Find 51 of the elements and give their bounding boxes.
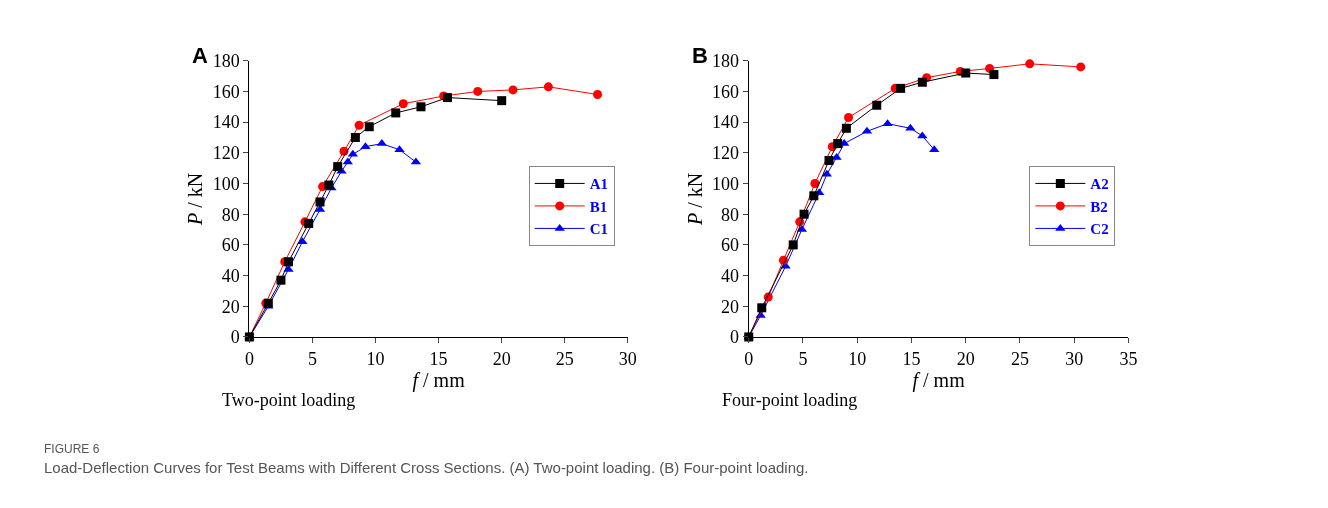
- x-tick-label: 0: [244, 348, 254, 369]
- y-tick-label: 160: [212, 81, 240, 102]
- x-tick-label: 10: [366, 348, 385, 369]
- y-tick-label: 40: [221, 265, 240, 286]
- x-tick-label: 20: [956, 348, 975, 369]
- caption: FIGURE 6: [44, 442, 100, 456]
- x-axis-title: f / mm: [912, 368, 966, 392]
- y-tick-label: 120: [212, 143, 240, 164]
- y-axis-title: P / kN: [184, 172, 207, 226]
- y-tick-label: 140: [712, 112, 740, 133]
- legend-label: C1: [589, 221, 609, 238]
- y-tick-label: 100: [712, 173, 740, 194]
- y-tick-label: 20: [221, 296, 240, 317]
- x-tick-label: 0: [744, 348, 754, 369]
- x-tick-label: 30: [1065, 348, 1084, 369]
- y-tick-label: 180: [212, 51, 240, 72]
- x-tick-label: 35: [1119, 348, 1138, 369]
- legend-label: A2: [1090, 176, 1109, 193]
- x-tick-label: 25: [555, 348, 574, 369]
- text: Two-point loading: [222, 390, 356, 410]
- y-tick-label: 40: [721, 265, 740, 286]
- x-tick-label: 15: [429, 348, 448, 369]
- text: Four-point loading: [722, 390, 858, 410]
- x-tick-label: 30: [618, 348, 637, 369]
- chart-title: B: [692, 43, 708, 68]
- x-tick-label: 25: [1010, 348, 1029, 369]
- y-tick-label: 20: [721, 296, 740, 317]
- legend-label: A1: [589, 176, 609, 193]
- y-tick-label: 100: [212, 173, 240, 194]
- text: Load-Deflection Curves for Test Beams with Different Cross Sections. (A) Two-point loading. (B) Four-point loading.: [44, 459, 809, 476]
- y-tick-label: 180: [712, 51, 740, 72]
- y-tick-label: 80: [221, 204, 240, 225]
- x-tick-label: 15: [902, 348, 921, 369]
- y-axis-title: P / kN: [683, 172, 706, 226]
- y-tick-label: 60: [721, 235, 740, 256]
- y-tick-label: 140: [212, 112, 240, 133]
- y-tick-label: 120: [712, 143, 740, 164]
- legend-label: C2: [1090, 221, 1109, 238]
- x-tick-label: 5: [798, 348, 808, 369]
- x-tick-label: 5: [307, 348, 317, 369]
- x-tick-label: 10: [848, 348, 867, 369]
- y-tick-label: 0: [730, 327, 740, 348]
- legend-label: B1: [589, 198, 608, 215]
- y-tick-label: 80: [721, 204, 740, 225]
- y-tick-label: 60: [221, 235, 240, 256]
- chart-title: A: [192, 43, 208, 68]
- legend-label: B2: [1090, 198, 1108, 215]
- x-axis-title: f / mm: [412, 368, 466, 392]
- x-tick-label: 20: [492, 348, 511, 369]
- y-tick-label: 160: [712, 81, 740, 102]
- y-tick-label: 0: [230, 327, 240, 348]
